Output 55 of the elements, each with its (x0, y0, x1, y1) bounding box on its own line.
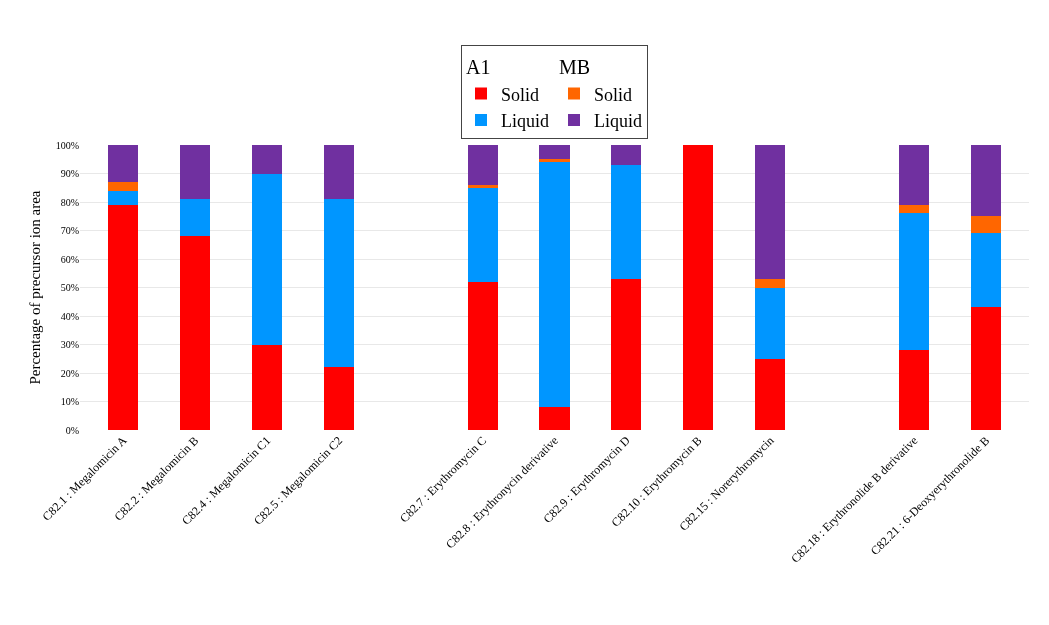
bar (611, 145, 642, 165)
legend-label: Liquid (594, 110, 642, 131)
y-tick-label: 20% (60, 367, 79, 379)
y-axis-title: Percentage of precursor ion area (27, 190, 43, 385)
y-tick-label: 60% (60, 253, 79, 265)
bar (323, 367, 354, 430)
bar (108, 204, 139, 430)
bar (755, 287, 786, 359)
legend-label: Liquid (501, 110, 549, 131)
bar (755, 145, 786, 279)
y-tick-label: 90% (60, 168, 79, 179)
y-tick-label: 0% (65, 424, 79, 436)
bar (108, 190, 139, 205)
bar (539, 407, 570, 430)
bar (251, 344, 283, 430)
bar (467, 184, 498, 188)
y-tick-label: 10% (60, 396, 79, 407)
legend-label: Solid (501, 84, 540, 105)
bar (970, 216, 1001, 234)
bar (898, 145, 930, 205)
y-tick-label: 80% (60, 196, 79, 208)
bar (755, 278, 786, 288)
bar (970, 145, 1001, 217)
bar (179, 145, 211, 200)
bar (898, 204, 930, 214)
y-tick-label: 40% (60, 310, 79, 322)
text: A1 (466, 55, 491, 78)
bar (467, 145, 498, 185)
y-tick-label: 30% (60, 339, 79, 350)
bar (467, 281, 498, 430)
bar (251, 145, 283, 174)
bar (755, 358, 786, 430)
bar (179, 236, 211, 430)
bar (539, 159, 570, 163)
bar (898, 350, 930, 430)
bar (683, 145, 714, 430)
bar (323, 199, 354, 368)
bar (970, 233, 1001, 308)
y-tick-label: 50% (60, 282, 79, 293)
text: MB (559, 55, 591, 78)
bar (179, 199, 211, 237)
y-tick-label: 70% (60, 225, 79, 236)
bar (539, 162, 570, 408)
legend-label: Solid (594, 84, 633, 105)
y-tick-label: 100% (55, 139, 79, 151)
bar (611, 278, 642, 430)
bar (970, 307, 1001, 430)
bar (539, 145, 570, 160)
bar (611, 164, 642, 279)
bar (323, 145, 354, 200)
bar (467, 187, 498, 282)
bar (108, 182, 139, 191)
bar (108, 145, 139, 183)
bar (898, 213, 930, 351)
bar (251, 173, 283, 345)
